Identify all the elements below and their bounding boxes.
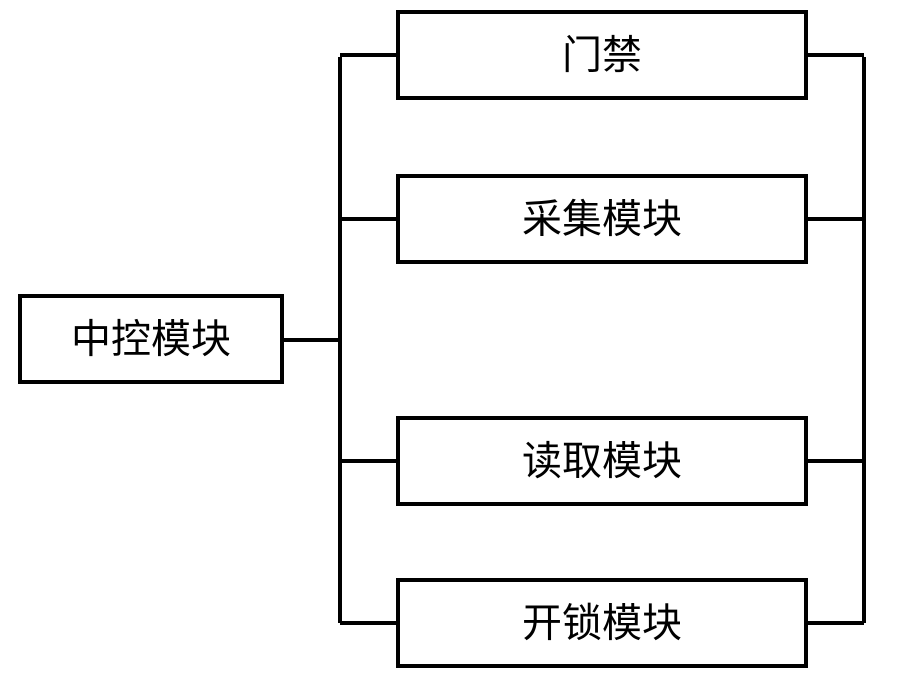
node-unlock: 开锁模块	[398, 580, 806, 666]
node-unlock-label: 开锁模块	[522, 601, 682, 646]
node-access-control-label: 门禁	[562, 33, 642, 78]
node-access-control: 门禁	[398, 12, 806, 98]
node-reading: 读取模块	[398, 418, 806, 504]
node-collection: 采集模块	[398, 176, 806, 262]
node-central-control-label: 中控模块	[71, 317, 231, 362]
node-central-control: 中控模块	[20, 296, 282, 382]
node-collection-label: 采集模块	[522, 197, 682, 242]
node-reading-label: 读取模块	[522, 439, 682, 484]
